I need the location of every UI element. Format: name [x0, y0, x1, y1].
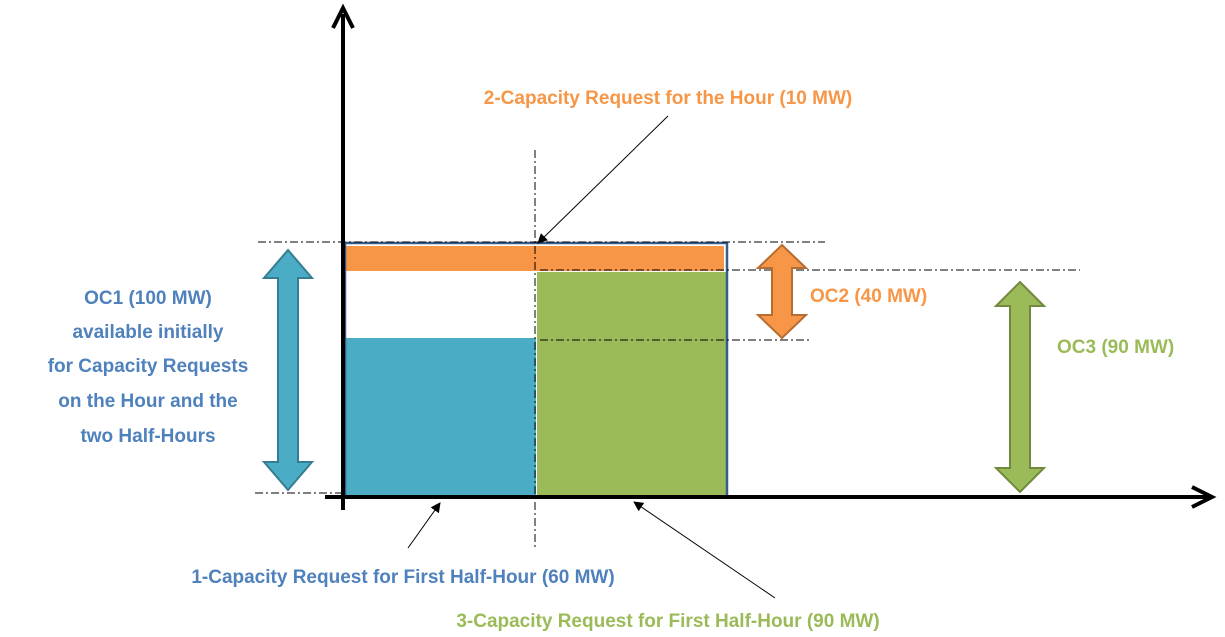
hour-request-label: 2-Capacity Request for the Hour (10 MW): [484, 88, 852, 109]
second-half-block: [537, 272, 726, 497]
x-axis-arrow: [1191, 485, 1217, 509]
oc1-label: available initially: [72, 322, 223, 343]
oc3-label: OC3 (90 MW): [1057, 337, 1174, 358]
oc2-label: OC2 (40 MW): [810, 286, 927, 307]
first-half-block: [346, 338, 536, 497]
pointer: [407, 502, 441, 549]
oc1-label: for Capacity Requests: [48, 356, 249, 377]
second-request-label: 3-Capacity Request for First Half-Hour (…: [456, 611, 879, 632]
pointer: [633, 501, 776, 599]
oc3-arrow: [993, 280, 1047, 494]
oc2-arrow: [755, 243, 809, 340]
oc1-label: OC1 (100 MW): [84, 288, 212, 309]
oc1-label: two Half-Hours: [80, 426, 215, 447]
y-axis-arrow: [331, 3, 355, 29]
first-request-label: 1-Capacity Request for First Half-Hour (…: [191, 567, 614, 588]
pointer: [537, 115, 669, 244]
oc1-arrow: [261, 248, 315, 492]
oc1-label: on the Hour and the: [58, 391, 237, 412]
